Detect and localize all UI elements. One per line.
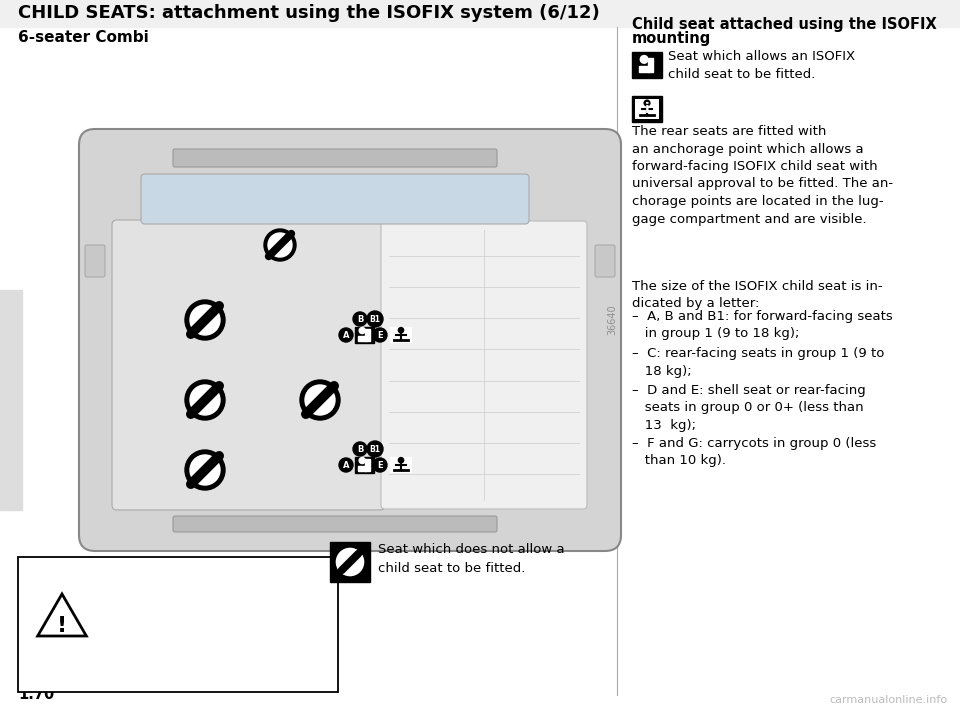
Circle shape — [398, 327, 403, 333]
Text: A: A — [343, 330, 349, 339]
FancyBboxPatch shape — [79, 129, 621, 551]
Bar — [632, 52, 662, 78]
Bar — [0, 0, 960, 27]
Circle shape — [305, 385, 335, 415]
Text: i: i — [645, 102, 649, 116]
Text: Seat which allows an ISOFIX
child seat to be fitted.: Seat which allows an ISOFIX child seat t… — [668, 50, 855, 80]
Text: E: E — [377, 330, 383, 339]
Bar — [648, 58, 654, 72]
Bar — [635, 99, 659, 119]
Circle shape — [359, 457, 365, 464]
FancyBboxPatch shape — [173, 516, 497, 532]
Text: 6-seater Combi: 6-seater Combi — [18, 31, 149, 45]
Circle shape — [373, 458, 387, 472]
Bar — [330, 542, 370, 582]
Circle shape — [640, 55, 648, 63]
Circle shape — [268, 233, 292, 257]
Text: B: B — [357, 444, 363, 454]
Bar — [358, 336, 367, 341]
Bar — [635, 55, 659, 75]
Circle shape — [353, 442, 367, 456]
Bar — [355, 457, 374, 473]
Text: Seat which does not allow a
child seat to be fitted.: Seat which does not allow a child seat t… — [378, 543, 564, 575]
Circle shape — [644, 100, 650, 106]
Circle shape — [185, 380, 225, 420]
Text: !: ! — [57, 616, 67, 636]
Circle shape — [190, 385, 220, 415]
Bar — [366, 459, 370, 471]
Circle shape — [359, 327, 365, 334]
Text: B1: B1 — [370, 444, 380, 454]
Circle shape — [334, 545, 367, 579]
Bar — [358, 466, 367, 471]
Circle shape — [185, 450, 225, 490]
Circle shape — [367, 311, 383, 327]
Text: –  A, B and B1: for forward-facing seats
   in group 1 (9 to 18 kg);: – A, B and B1: for forward-facing seats … — [632, 310, 893, 341]
Bar — [0, 290, 22, 510]
Circle shape — [353, 312, 367, 326]
Circle shape — [339, 328, 353, 342]
Bar — [355, 327, 374, 343]
Circle shape — [300, 380, 340, 420]
Circle shape — [190, 305, 220, 335]
Text: –  C: rear-facing seats in group 1 (9 to
   18 kg);: – C: rear-facing seats in group 1 (9 to … — [632, 347, 884, 378]
Text: A: A — [343, 461, 349, 469]
Bar — [390, 457, 412, 473]
Text: 1.70: 1.70 — [18, 687, 55, 702]
Circle shape — [373, 328, 387, 342]
Text: CHILD SEATS: attachment using the ISOFIX system (6/12): CHILD SEATS: attachment using the ISOFIX… — [18, 4, 600, 22]
Circle shape — [339, 458, 353, 472]
Text: B1: B1 — [370, 315, 380, 324]
Bar — [638, 66, 649, 72]
FancyBboxPatch shape — [595, 245, 615, 277]
Text: The rear seats are fitted with
an anchorage point which allows a
forward-facing : The rear seats are fitted with an anchor… — [632, 125, 893, 226]
FancyBboxPatch shape — [112, 220, 385, 510]
Circle shape — [185, 300, 225, 340]
Bar — [366, 329, 370, 341]
Circle shape — [190, 455, 220, 485]
Text: –  F and G: carrycots in group 0 (less
   than 10 kg).: – F and G: carrycots in group 0 (less th… — [632, 437, 876, 467]
Circle shape — [264, 229, 296, 261]
Circle shape — [398, 457, 403, 463]
Bar — [632, 96, 662, 122]
FancyBboxPatch shape — [85, 245, 105, 277]
Text: B: B — [357, 315, 363, 324]
Text: Using a child safety system
which is not approved for
this vehicle will not corr: Using a child safety system which is not… — [92, 584, 303, 648]
FancyBboxPatch shape — [141, 174, 529, 224]
Bar — [390, 327, 412, 343]
FancyBboxPatch shape — [381, 221, 587, 509]
FancyBboxPatch shape — [173, 149, 497, 167]
Text: Child seat attached using the ISOFIX: Child seat attached using the ISOFIX — [632, 17, 937, 32]
Text: –  D and E: shell seat or rear-facing
   seats in group 0 or 0+ (less than
   13: – D and E: shell seat or rear-facing sea… — [632, 384, 866, 432]
Text: E: E — [377, 461, 383, 469]
Circle shape — [367, 441, 383, 457]
Text: 36640: 36640 — [607, 305, 617, 335]
Bar — [18, 557, 338, 692]
Text: The size of the ISOFIX child seat is in-
dicated by a letter:: The size of the ISOFIX child seat is in-… — [632, 280, 882, 310]
Text: mounting: mounting — [632, 31, 711, 46]
Text: carmanualonline.info: carmanualonline.info — [829, 695, 948, 705]
